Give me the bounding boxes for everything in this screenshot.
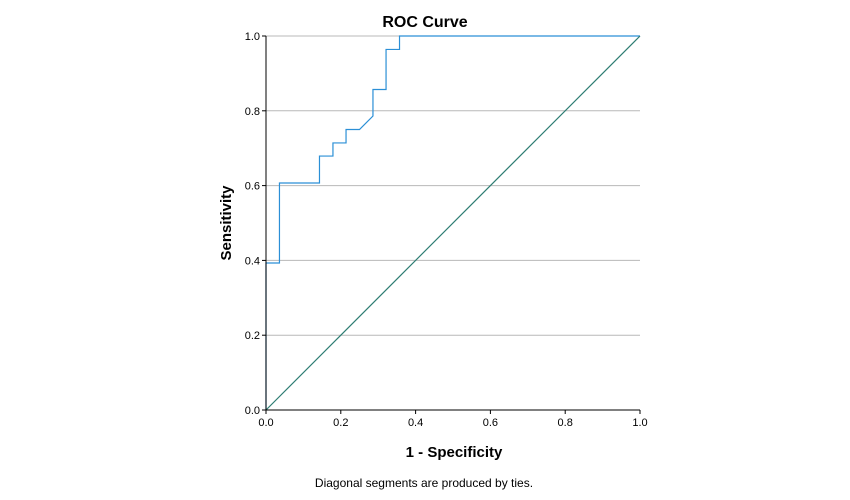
x-tick-label: 1.0: [632, 417, 647, 429]
y-tick-label: 0.4: [245, 255, 260, 267]
series-group: [265, 35, 641, 411]
x-tick-label: 0.6: [483, 417, 498, 429]
x-tick-label: 0.4: [408, 417, 423, 429]
y-tick-label: 0.6: [245, 181, 260, 193]
chart-footnote: Diagonal segments are produced by ties.: [315, 476, 533, 490]
x-axis-ticks: 0.0 0.2 0.4 0.6 0.8 1.0: [258, 410, 648, 429]
y-axis-label: Sensitivity: [218, 185, 235, 261]
gridlines: [266, 35, 640, 336]
y-tick-label: 0.0: [245, 405, 260, 417]
roc-curve-line: [265, 35, 640, 410]
x-tick-label: 0.2: [333, 417, 348, 429]
y-tick-label: 0.2: [245, 330, 260, 342]
x-tick-label: 0.0: [258, 417, 273, 429]
x-axis-label: 1 - Specificity: [406, 444, 503, 461]
reference-diagonal-line: [265, 35, 641, 411]
y-axis-ticks: 0.0 0.2 0.4 0.6 0.8 1.0: [245, 31, 266, 417]
x-tick-label: 0.8: [558, 417, 573, 429]
axes: [265, 36, 640, 411]
y-tick-label: 0.8: [245, 106, 260, 118]
chart-title: ROC Curve: [382, 14, 467, 31]
y-tick-label: 1.0: [245, 31, 260, 43]
